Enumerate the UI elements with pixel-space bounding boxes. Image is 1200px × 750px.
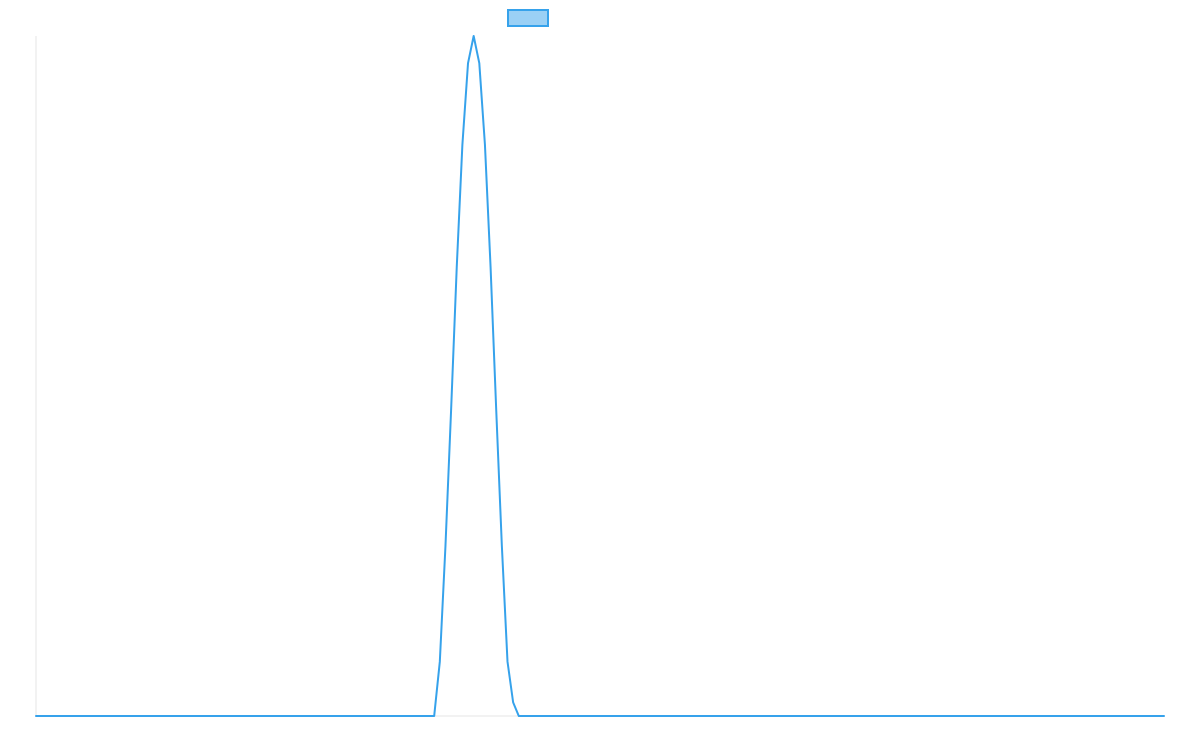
series-layer (35, 35, 1165, 717)
series-line-0 (35, 35, 1165, 717)
legend-swatch-0[interactable] (507, 9, 549, 27)
legend[interactable] (507, 9, 549, 27)
